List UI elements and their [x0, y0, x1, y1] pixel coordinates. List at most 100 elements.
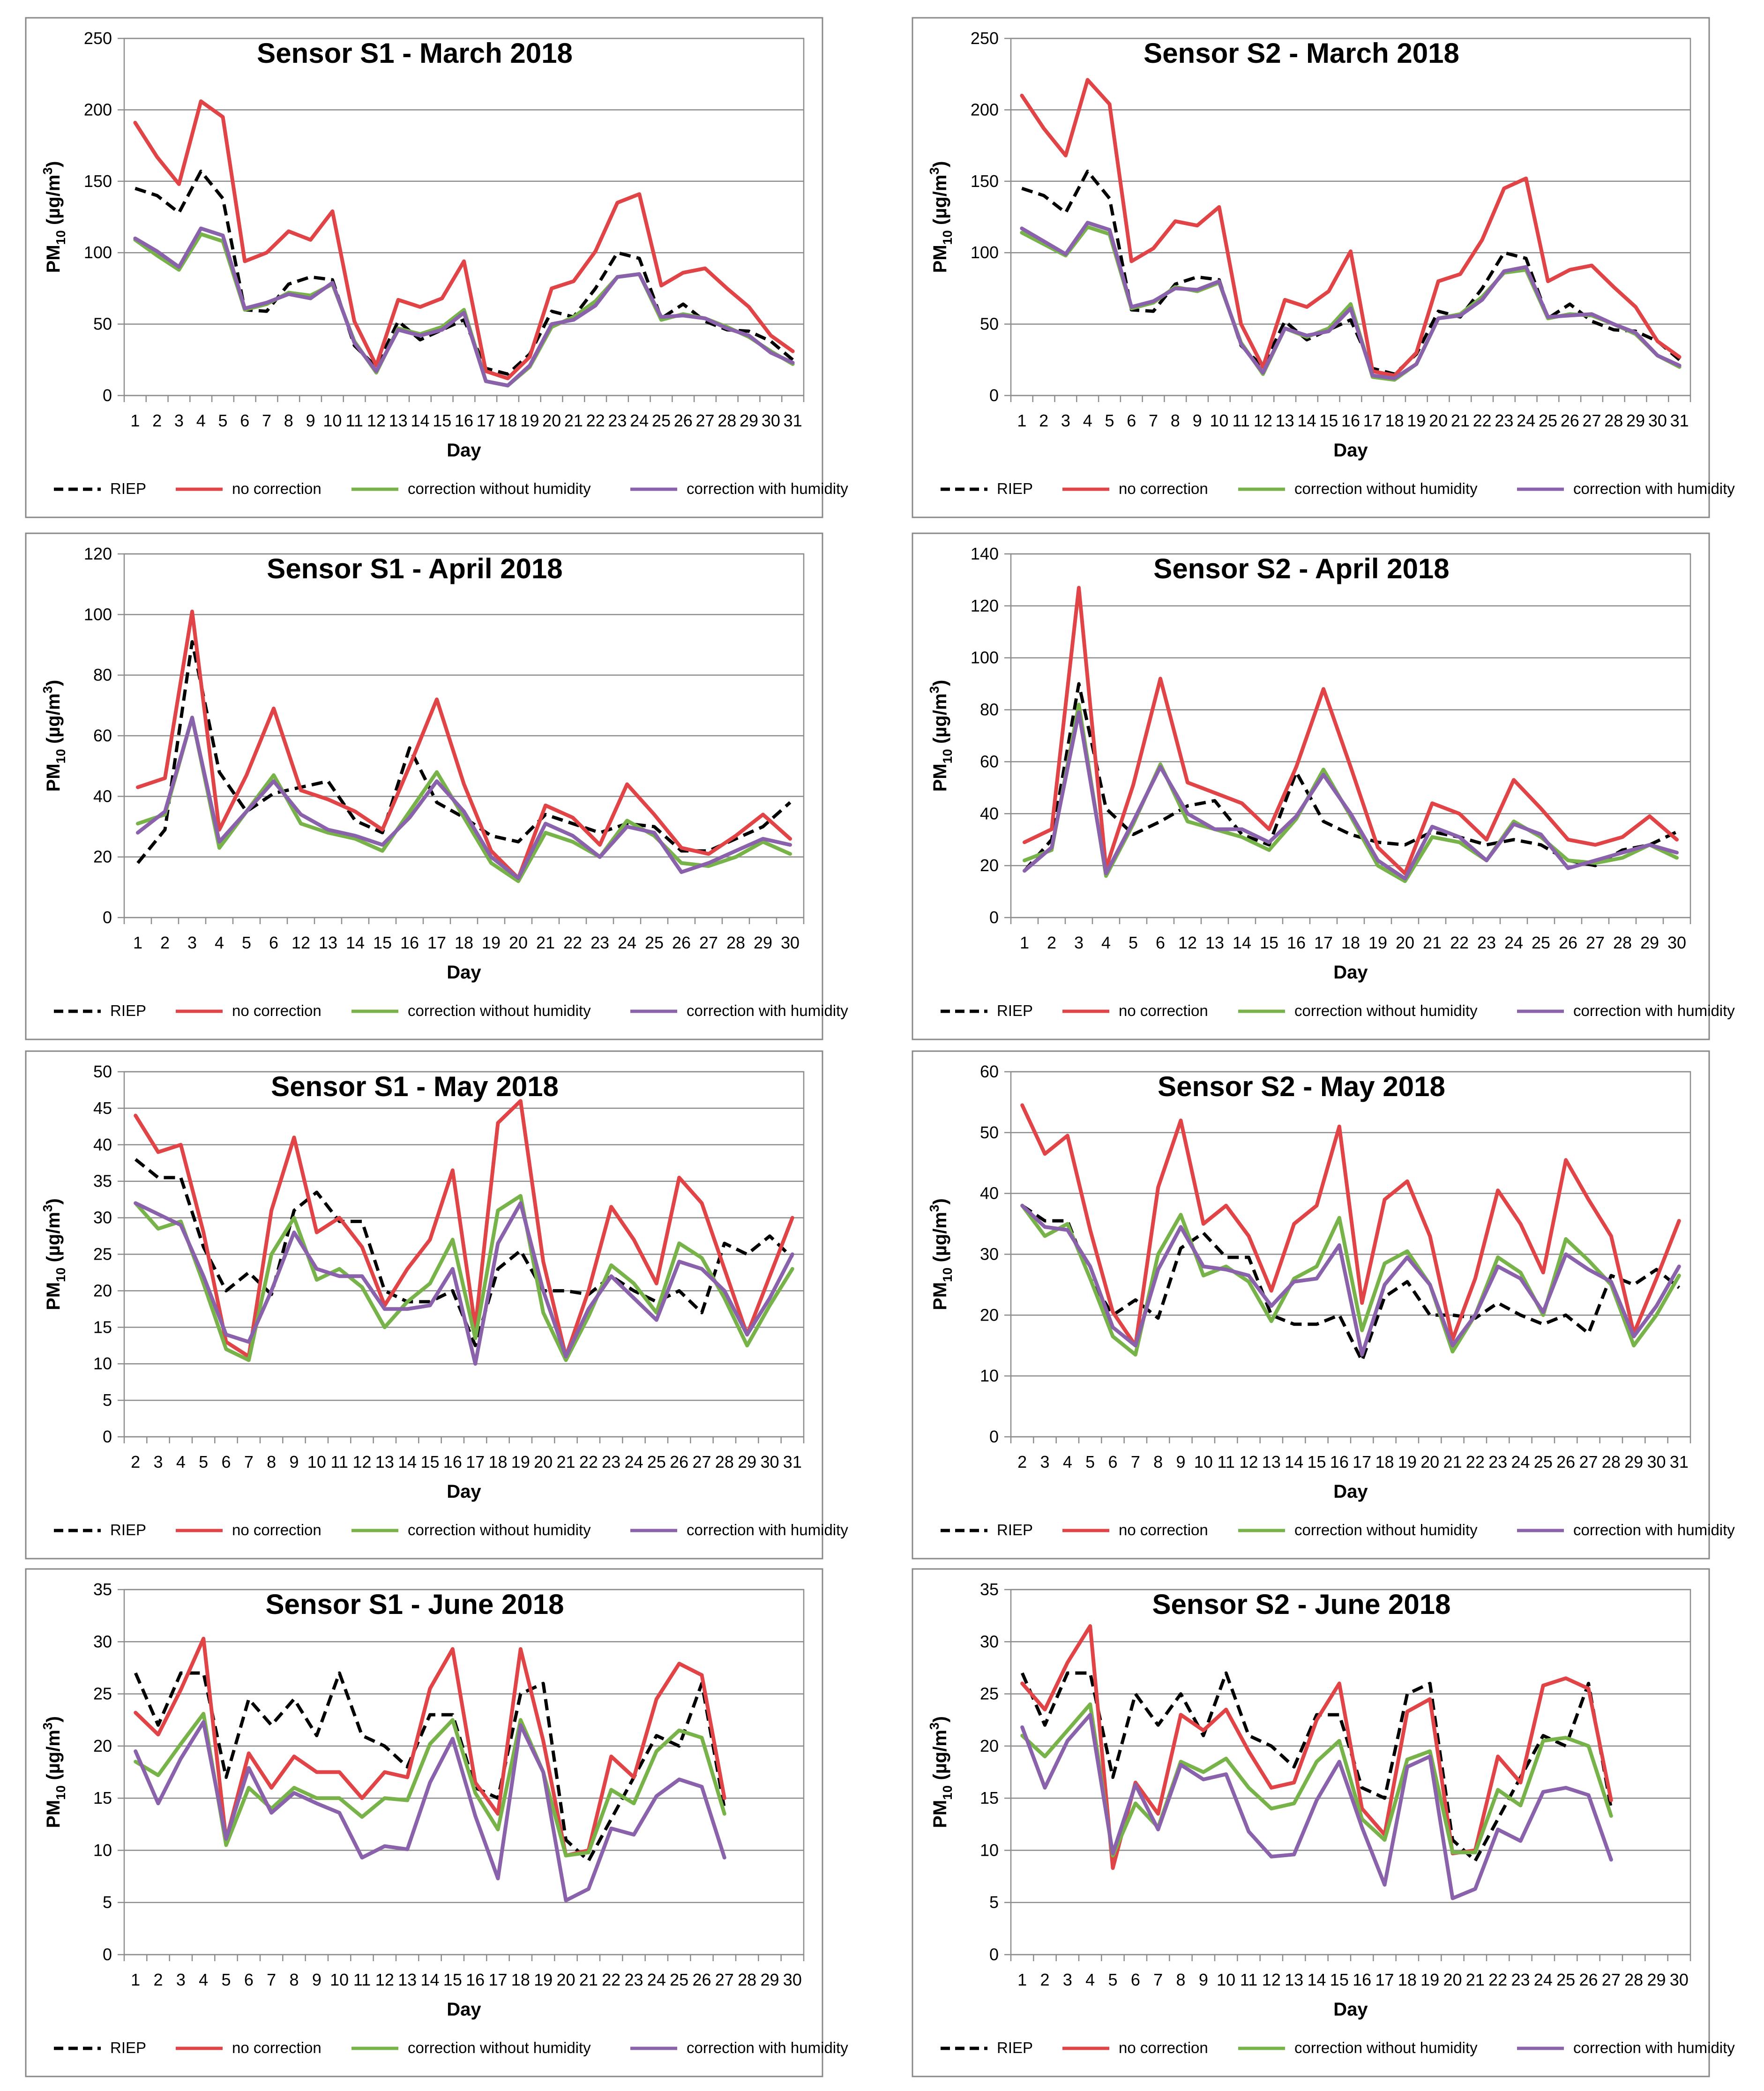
x-tick-label: 23	[590, 933, 609, 952]
legend-label: correction without humidity	[1294, 480, 1478, 497]
y-axis-title-sup: 3	[40, 167, 55, 175]
y-tick-label: 150	[971, 172, 999, 191]
legend-label: no correction	[232, 480, 321, 497]
legend-label: correction without humidity	[408, 480, 591, 497]
x-tick-label: 5	[199, 1452, 208, 1471]
x-tick-label: 19	[534, 1970, 553, 1989]
y-tick-label: 15	[93, 1317, 112, 1337]
x-tick-label: 1	[1017, 411, 1026, 430]
x-tick-label: 16	[443, 1452, 462, 1471]
x-tick-label: 3	[1063, 1970, 1072, 1989]
y-tick-label: 50	[93, 314, 112, 334]
x-tick-label: 26	[1556, 1452, 1575, 1471]
x-tick-label: 20	[1429, 411, 1448, 430]
x-tick-label: 13	[1205, 933, 1224, 952]
y-tick-label: 250	[84, 29, 112, 48]
x-tick-label: 6	[221, 1452, 231, 1471]
x-axis-title: Day	[447, 440, 481, 461]
x-tick-label: 15	[1307, 1452, 1326, 1471]
x-tick-label: 30	[760, 1452, 779, 1471]
x-tick-label: 20	[509, 933, 528, 952]
x-tick-label: 18	[1385, 411, 1404, 430]
x-tick-label: 11	[330, 1452, 348, 1471]
x-tick-label: 4	[199, 1970, 208, 1989]
x-tick-label: 19	[1398, 1452, 1417, 1471]
x-axis-title: Day	[1333, 962, 1368, 983]
series-line	[134, 1201, 794, 1366]
series-line	[134, 1720, 726, 1903]
x-tick-label: 29	[760, 1970, 779, 1989]
x-tick-label: 26	[674, 411, 693, 430]
x-tick-label: 24	[624, 1452, 643, 1471]
chart-title: Sensor S1 - May 2018	[271, 1071, 559, 1102]
legend-label: no correction	[1119, 1521, 1208, 1538]
legend-label: correction with humidity	[1573, 1002, 1735, 1019]
x-tick-label: 5	[1105, 411, 1114, 430]
x-tick-label: 16	[466, 1970, 485, 1989]
plot-area	[1010, 553, 1691, 919]
x-tick-label: 3	[1074, 933, 1084, 952]
x-tick-label: 17	[1353, 1452, 1371, 1471]
legend-label: correction with humidity	[687, 2039, 848, 2056]
y-tick-label: 5	[989, 1893, 999, 1912]
x-tick-label: 29	[738, 1452, 756, 1471]
x-tick-label: 10	[307, 1452, 326, 1471]
legend-label: correction without humidity	[408, 2039, 591, 2056]
y-tick-label: 10	[93, 1840, 112, 1859]
x-tick-label: 27	[699, 933, 718, 952]
legend-label: correction without humidity	[1294, 1002, 1478, 1019]
y-tick-label: 20	[980, 856, 999, 875]
x-tick-label: 14	[346, 933, 365, 952]
x-tick-label: 13	[375, 1452, 394, 1471]
x-tick-label: 13	[1262, 1452, 1281, 1471]
y-axis-title-main: PM	[930, 245, 950, 273]
y-tick-label: 0	[103, 1945, 112, 1964]
legend-label: correction without humidity	[1294, 2039, 1478, 2056]
series-line	[1023, 682, 1678, 872]
x-tick-label: 10	[1210, 411, 1228, 430]
y-tick-label: 0	[103, 386, 112, 405]
y-tick-label: 35	[93, 1172, 112, 1191]
x-tick-label: 5	[1129, 933, 1138, 952]
y-tick-label: 20	[93, 1281, 112, 1300]
x-tick-label: 12	[1262, 1970, 1281, 1989]
legend-label: correction with humidity	[1573, 2039, 1735, 2056]
x-tick-label: 7	[244, 1452, 254, 1471]
y-axis-title-unit: (µg/m	[930, 1212, 950, 1268]
legend-label: no correction	[232, 1002, 321, 1019]
panel-border	[25, 532, 823, 1040]
x-tick-label: 16	[1341, 411, 1360, 430]
chart-title: Sensor S1 - March 2018	[257, 37, 573, 69]
y-axis-title: PM10 (µg/m3)	[927, 1716, 955, 1828]
x-tick-label: 5	[218, 411, 227, 430]
x-tick-label: 28	[715, 1452, 734, 1471]
x-tick-label: 25	[1556, 1970, 1575, 1989]
x-tick-label: 22	[1450, 933, 1469, 952]
series-line	[1020, 1671, 1613, 1863]
x-tick-label: 17	[427, 933, 446, 952]
x-tick-label: 1	[133, 933, 142, 952]
x-tick-label: 21	[1466, 1970, 1485, 1989]
x-tick-label: 18	[1375, 1452, 1394, 1471]
x-tick-label: 24	[618, 933, 636, 952]
x-tick-label: 17	[477, 411, 495, 430]
legend-label: correction with humidity	[687, 480, 848, 497]
x-tick-label: 22	[586, 411, 605, 430]
x-tick-label: 21	[556, 1452, 575, 1471]
x-tick-label: 4	[1085, 1970, 1095, 1989]
series-line	[134, 1671, 726, 1863]
x-tick-label: 17	[1314, 933, 1333, 952]
x-tick-label: 16	[400, 933, 419, 952]
y-tick-label: 100	[84, 243, 112, 262]
x-tick-label: 15	[1260, 933, 1278, 952]
y-tick-label: 50	[980, 314, 999, 334]
y-tick-label: 0	[989, 908, 999, 927]
y-axis-title-main: PM	[43, 1800, 64, 1828]
series-line	[135, 1158, 794, 1347]
x-tick-label: 18	[1341, 933, 1360, 952]
y-tick-label: 0	[103, 908, 112, 927]
y-axis-title-sub: 10	[53, 230, 68, 245]
chart-title: Sensor S1 - April 2018	[267, 553, 562, 584]
